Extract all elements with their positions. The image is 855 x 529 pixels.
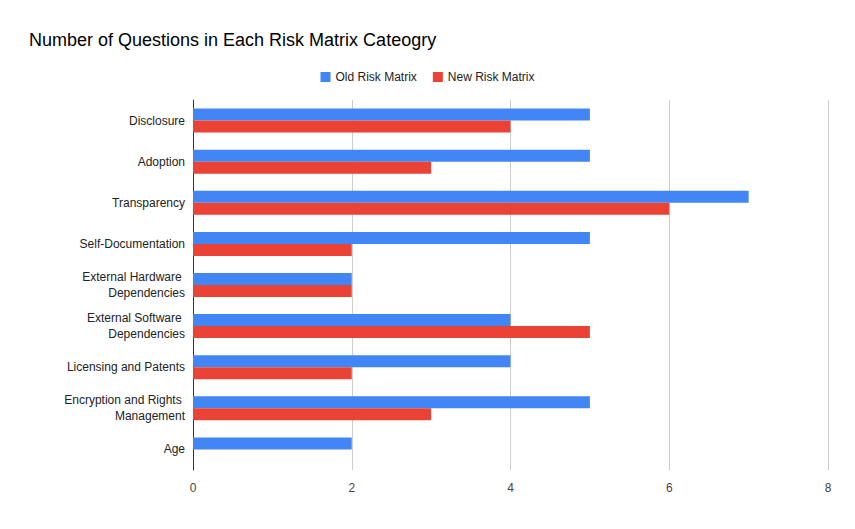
svg-text:Old Risk Matrix: Old Risk Matrix (335, 70, 416, 84)
svg-text:6: 6 (666, 481, 673, 495)
svg-text:Self-Documentation: Self-Documentation (80, 237, 185, 251)
svg-text:Disclosure: Disclosure (129, 114, 185, 128)
svg-text:Dependencies: Dependencies (108, 327, 185, 341)
svg-text:0: 0 (190, 481, 197, 495)
svg-text:External Hardware: External Hardware (82, 270, 185, 284)
svg-text:Management: Management (115, 409, 186, 423)
svg-text:Number of Questions in Each Ri: Number of Questions in Each Risk Matrix … (29, 30, 436, 50)
svg-text:Age: Age (164, 442, 186, 456)
svg-text:New Risk Matrix: New Risk Matrix (448, 70, 535, 84)
svg-text:External Software: External Software (87, 311, 185, 325)
svg-text:Transparency: Transparency (112, 196, 185, 210)
svg-text:Licensing and Patents: Licensing and Patents (67, 360, 185, 374)
svg-text:2: 2 (348, 481, 355, 495)
svg-text:Encryption and Rights: Encryption and Rights (64, 393, 185, 407)
svg-text:4: 4 (507, 481, 514, 495)
svg-text:Dependencies: Dependencies (108, 286, 185, 300)
svg-text:Adoption: Adoption (138, 155, 185, 169)
svg-text:8: 8 (825, 481, 832, 495)
